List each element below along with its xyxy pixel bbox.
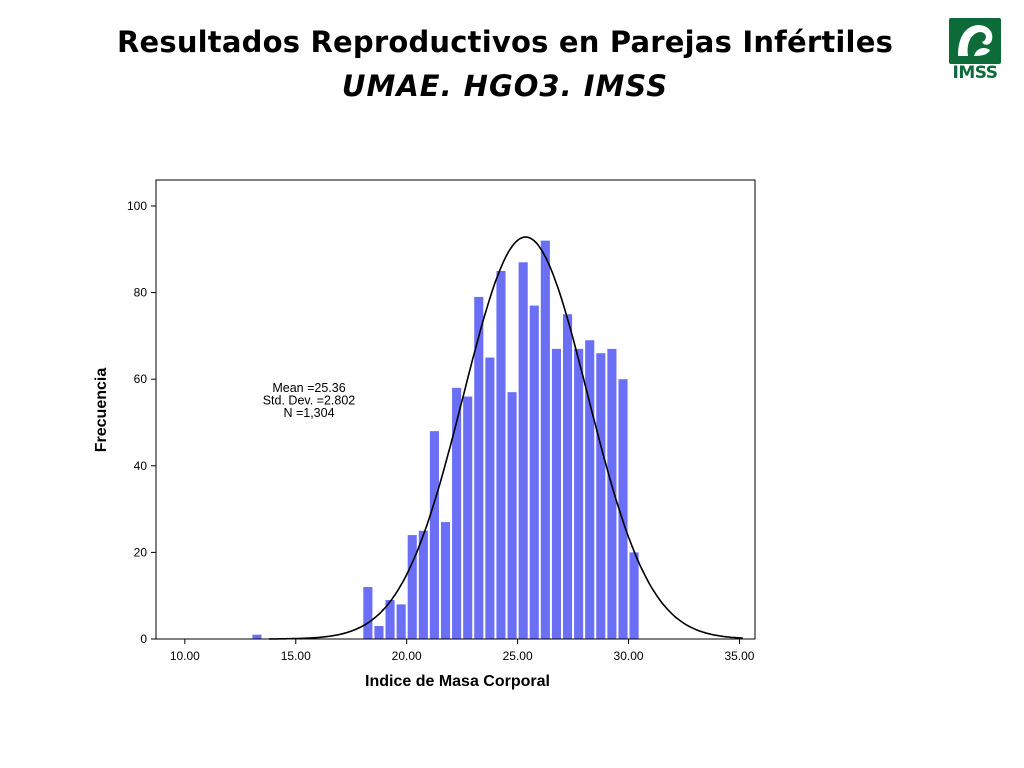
- histogram-bar: [374, 626, 384, 639]
- histogram-bar: [252, 634, 262, 639]
- plot-frame: [155, 179, 756, 640]
- logo-text: IMSS: [952, 63, 998, 83]
- y-tick-label: 20: [134, 545, 148, 559]
- histogram-bar: [363, 587, 373, 639]
- histogram-bar: [385, 600, 395, 639]
- histogram-bar: [585, 340, 595, 639]
- histogram-bar: [507, 392, 517, 639]
- histogram-bar: [529, 305, 539, 639]
- stats-annotation: Mean =25.36 Std. Dev. =2.802 N =1,304: [263, 381, 356, 420]
- x-tick-label: 20.00: [392, 649, 422, 663]
- histogram-bar: [496, 270, 506, 639]
- y-tick-label: 80: [134, 286, 148, 300]
- histogram-bar: [474, 296, 484, 639]
- histogram-bar: [540, 240, 550, 640]
- y-tick-label: 60: [134, 372, 148, 386]
- x-tick-label: 30.00: [614, 649, 644, 663]
- x-tick-label: 10.00: [170, 649, 200, 663]
- slide-subtitle: UMAE. HGO3. IMSS: [341, 69, 669, 103]
- histogram-bar: [429, 431, 439, 639]
- histogram-bar: [607, 348, 617, 639]
- x-tick-label: 25.00: [503, 649, 533, 663]
- stats-n: N =1,304: [283, 406, 334, 420]
- histogram-bar: [440, 522, 451, 639]
- histogram-bar: [396, 604, 406, 639]
- histogram-bar: [629, 552, 639, 639]
- histogram-bar: [562, 314, 573, 639]
- histogram-bar: [518, 262, 528, 639]
- histogram-bar: [551, 348, 561, 639]
- x-tick-label: 15.00: [281, 649, 311, 663]
- histogram-bar: [418, 530, 428, 639]
- histogram-bar: [485, 357, 495, 639]
- stats-mean: Mean =25.36: [272, 381, 345, 395]
- slide-title: Resultados Reproductivos en Parejas Infé…: [116, 25, 894, 59]
- histogram-bar: [463, 396, 473, 639]
- y-tick-label: 40: [134, 459, 148, 473]
- y-tick-label: 100: [127, 199, 147, 213]
- x-axis-label: Indice de Masa Corporal: [365, 673, 550, 690]
- x-tick-label: 35.00: [724, 649, 754, 663]
- histogram-bar: [618, 379, 628, 639]
- imss-logo-icon: [949, 18, 1001, 64]
- histogram-bar: [452, 387, 462, 639]
- histogram-bar: [407, 535, 417, 639]
- y-tick-label: 0: [140, 632, 147, 646]
- y-axis-label: Frecuencia: [93, 368, 110, 453]
- stats-std-dev: Std. Dev. =2.802: [263, 394, 356, 408]
- histogram-bar: [596, 353, 606, 639]
- normal-curve: [269, 236, 743, 640]
- histogram-bar: [574, 348, 584, 639]
